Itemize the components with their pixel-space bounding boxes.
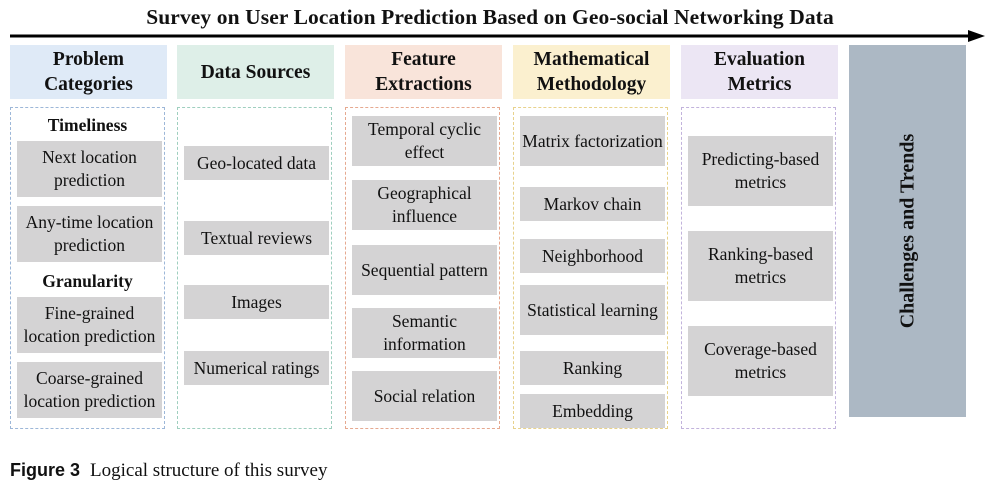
challenges-and-trends-panel: Challenges and Trends (849, 45, 966, 417)
category-node: Geographical influence (352, 180, 497, 230)
column-header: Feature Extractions (345, 45, 502, 99)
column-panel: Temporal cyclic effect Geographical infl… (345, 107, 500, 429)
category-node: Numerical ratings (184, 351, 329, 385)
category-node: Temporal cyclic effect (352, 116, 497, 166)
column-panel: Timeliness Next location prediction Any-… (10, 107, 165, 429)
category-node: Predicting-based metrics (688, 136, 833, 206)
column-header: Problem Categories (10, 45, 167, 99)
column-panel: Predicting-based metrics Ranking-based m… (681, 107, 836, 429)
category-node: Social relation (352, 371, 497, 421)
column-header: Data Sources (177, 45, 334, 99)
category-node: Ranking (520, 351, 665, 385)
figure-caption: Figure 3 Logical structure of this survey (10, 460, 327, 482)
challenges-and-trends-label: Challenges and Trends (896, 133, 918, 329)
group-label-granularity: Granularity (42, 271, 133, 291)
category-node: Semantic information (352, 308, 497, 358)
category-node: Coarse-grained location prediction (17, 362, 162, 418)
diagram-title: Survey on User Location Prediction Based… (146, 5, 834, 29)
category-node: Next location prediction (17, 141, 162, 197)
category-node: Fine-grained location prediction (17, 297, 162, 353)
category-node: Neighborhood (520, 239, 665, 273)
category-node: Markov chain (520, 187, 665, 221)
caption-text: Logical structure of this survey (90, 460, 328, 481)
category-node: Images (184, 285, 329, 319)
category-node: Any-time location prediction (17, 206, 162, 262)
category-node: Sequential pattern (352, 245, 497, 295)
category-node: Statistical learning (520, 285, 665, 335)
group-label-timeliness: Timeliness (47, 115, 128, 135)
category-node: Coverage-based metrics (688, 326, 833, 396)
figure-number: Figure 3 (10, 460, 81, 480)
category-node: Matrix factorization (520, 116, 665, 166)
category-node: Textual reviews (184, 221, 329, 255)
column-header: Mathematical Methodology (513, 45, 670, 99)
category-node: Ranking-based metrics (688, 231, 833, 301)
column-header: Evaluation Metrics (681, 45, 838, 99)
category-node: Embedding (520, 394, 665, 428)
timeline-arrow (10, 30, 985, 42)
column-panel: Geo-located data Textual reviews Images … (177, 107, 332, 429)
column-panel: Matrix factorization Markov chain Neighb… (513, 107, 668, 429)
category-node: Geo-located data (184, 146, 329, 180)
